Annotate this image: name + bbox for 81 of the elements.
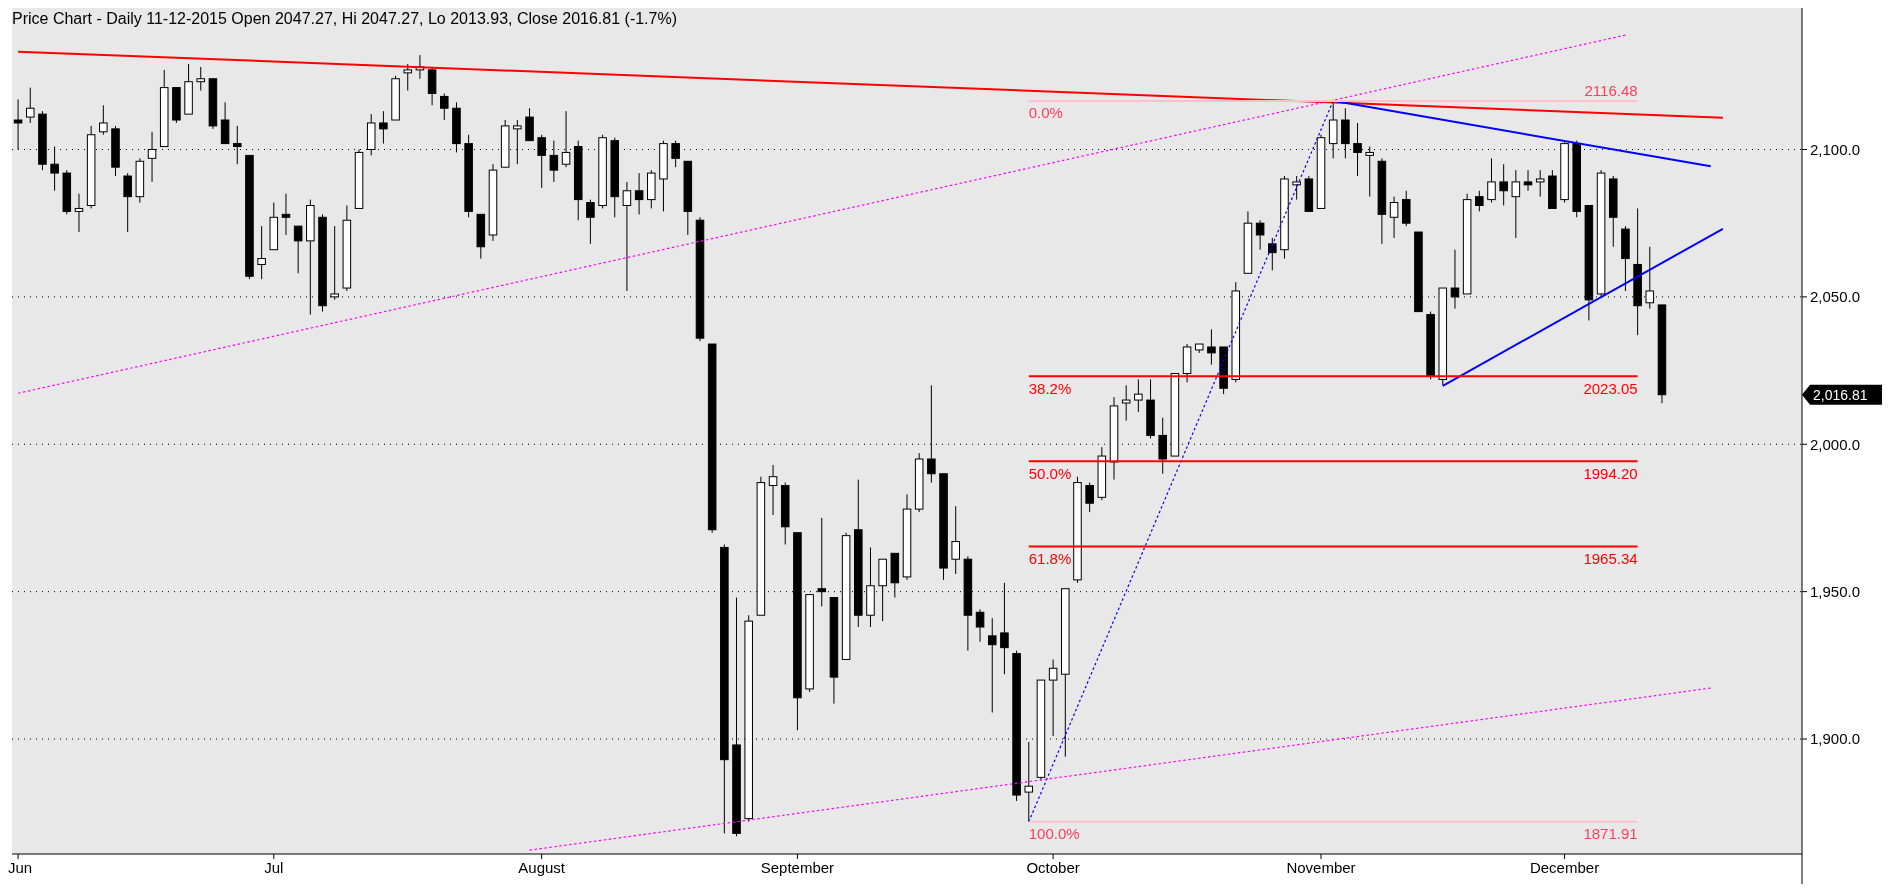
annotation: 0.0%	[1028, 104, 1063, 122]
candlestick	[269, 202, 279, 251]
candlestick	[1207, 328, 1216, 366]
text: 2,016.81	[1813, 386, 1868, 403]
candlestick	[634, 172, 644, 215]
candlestick	[1048, 658, 1058, 737]
candlestick	[440, 92, 449, 121]
y-tick-label: 2,050.0	[1810, 288, 1861, 306]
candlestick	[683, 160, 693, 236]
x-tick-label: Jul	[264, 859, 284, 876]
candlestick	[488, 163, 498, 242]
x-tick-label: August	[518, 859, 566, 876]
candlestick	[1255, 219, 1265, 251]
candlestick	[890, 552, 900, 599]
candlestick	[695, 216, 705, 342]
candlestick	[293, 225, 303, 274]
candlestick	[1657, 304, 1667, 404]
candlestick	[1243, 210, 1253, 274]
x-tick-label: October	[1026, 859, 1080, 876]
candlestick	[902, 493, 912, 581]
candlestick	[1377, 157, 1387, 245]
candlestick	[1584, 205, 1594, 321]
candlestick	[220, 101, 230, 145]
x-tick-label: December	[1529, 859, 1600, 876]
candlestick	[476, 213, 486, 260]
candlestick	[829, 597, 839, 705]
candlestick	[281, 193, 291, 236]
annotation: 1994.20	[1583, 464, 1638, 482]
y-tick-label: 2,000.0	[1810, 435, 1861, 453]
chart-title: Price Chart - Daily 11-12-2015 Open 2047.27, Hi 2047.27, Lo 2013.93, Close 2016.81 (-1.7%)	[12, 10, 677, 27]
annotation: 38.2%	[1028, 379, 1072, 397]
candlestick	[342, 205, 352, 292]
candlestick	[622, 181, 632, 292]
candlestick	[99, 104, 108, 136]
candlestick	[987, 617, 997, 714]
x-tick-label: November	[1286, 859, 1356, 876]
candlestick	[756, 476, 766, 616]
candlestick	[1109, 396, 1119, 481]
candlestick	[1450, 249, 1460, 310]
candlestick	[768, 464, 778, 516]
x-tick-label: Jun	[7, 859, 33, 876]
y-tick-label: 1,900.0	[1810, 730, 1861, 748]
candlestick	[720, 543, 729, 834]
candlestick	[257, 225, 266, 280]
candlestick	[318, 213, 327, 313]
annotation: 50.0%	[1028, 464, 1072, 482]
annotation: 2116.48	[1584, 82, 1638, 100]
candlestick	[1523, 169, 1533, 192]
candlestick	[233, 125, 242, 165]
candlestick	[1487, 157, 1496, 204]
y-tick-label: 2,100.0	[1810, 140, 1861, 158]
annotation: 100.0%	[1028, 825, 1080, 843]
candlestick	[878, 558, 887, 622]
candlestick	[1134, 378, 1143, 413]
annotation: 61.8%	[1028, 549, 1072, 567]
candlestick	[1389, 196, 1399, 239]
candlestick	[975, 608, 985, 643]
annotation: 1871.91	[1583, 825, 1638, 843]
candlestick	[135, 157, 145, 204]
candlestick	[1024, 741, 1034, 823]
x-tick-label: September	[760, 859, 835, 876]
annotation: 2023.05	[1583, 379, 1638, 397]
candlestick	[1121, 384, 1131, 422]
candlestick	[50, 146, 59, 192]
candlestick	[184, 63, 193, 115]
annotation: 1965.34	[1583, 549, 1638, 567]
candlestick	[951, 505, 960, 575]
candlestick	[196, 66, 206, 92]
candlestick	[1499, 163, 1508, 206]
candlestick	[1182, 343, 1192, 383]
y-tick-label: 1,950.0	[1810, 582, 1861, 600]
candlestick	[159, 69, 169, 148]
candlestick	[707, 343, 717, 534]
candlestick	[939, 473, 948, 581]
candlestick	[1511, 169, 1521, 239]
candlestick	[208, 78, 218, 130]
candlestick	[1414, 231, 1423, 313]
candlestick	[379, 110, 388, 145]
candlestick	[74, 193, 84, 233]
candlestick	[1061, 588, 1070, 758]
candlestick	[1170, 373, 1180, 457]
